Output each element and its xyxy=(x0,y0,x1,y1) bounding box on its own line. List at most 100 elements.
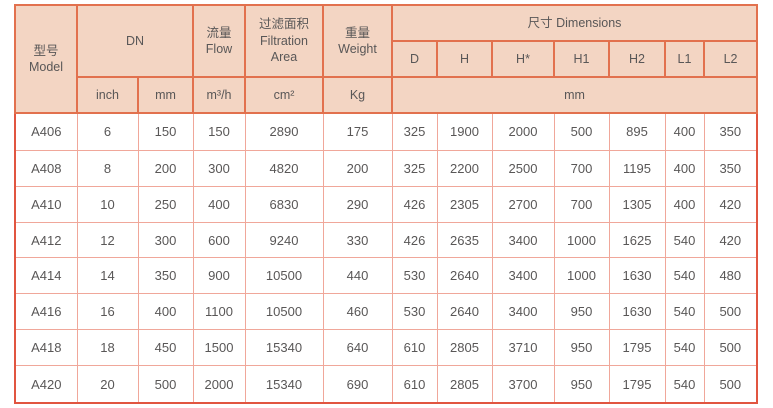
cell-dim-l2: 350 xyxy=(703,149,759,187)
cell-dim-d: 426 xyxy=(391,221,438,259)
cell-dim-d: 530 xyxy=(391,293,438,331)
cell-dim-h-star: 3710 xyxy=(491,329,555,367)
cell-filtration-area: 6830 xyxy=(244,185,324,223)
col-header-dn: DN xyxy=(76,4,194,78)
cell-dim-h1: 1000 xyxy=(553,257,610,295)
col-header-weight-zh: 重量 xyxy=(344,25,370,40)
col-header-flow-en: Flow xyxy=(205,42,233,56)
cell-dim-l2: 480 xyxy=(703,257,759,295)
cell-dim-l1: 400 xyxy=(664,185,705,223)
cell-dn-mm: 150 xyxy=(137,111,194,151)
cell-dn-inch: 10 xyxy=(76,185,139,223)
cell-model: A420 xyxy=(14,365,78,405)
cell-dim-l1: 540 xyxy=(664,293,705,331)
cell-dim-h-star: 3400 xyxy=(491,257,555,295)
cell-dim-d: 610 xyxy=(391,365,438,405)
col-header-model-zh: 型号 xyxy=(33,43,59,58)
table-row: A420 20 500 2000 15340 690 610 2805 3700 950 1795 5… xyxy=(14,365,759,405)
cell-dim-h: 1900 xyxy=(436,111,493,151)
cell-dim-h2: 1795 xyxy=(608,365,666,405)
cell-dim-h2: 1305 xyxy=(608,185,666,223)
cell-dim-h-star: 3700 xyxy=(491,365,555,405)
col-header-dimensions: 尺寸 Dimensions xyxy=(390,4,759,42)
col-header-dim-h: H xyxy=(436,40,493,78)
cell-dim-h-star: 3400 xyxy=(491,221,555,259)
col-header-model: 型号 Model xyxy=(14,4,78,114)
cell-dim-h1: 700 xyxy=(553,185,610,223)
cell-dim-h1: 1000 xyxy=(553,221,610,259)
cell-dim-d: 426 xyxy=(391,185,438,223)
cell-dim-l2: 500 xyxy=(703,293,759,331)
cell-dim-l2: 500 xyxy=(703,329,759,367)
cell-dim-h-star: 3400 xyxy=(491,293,555,331)
cell-dn-inch: 16 xyxy=(76,293,139,331)
cell-dim-l2: 350 xyxy=(703,111,759,151)
table-row: A418 18 450 1500 15340 640 610 2805 3710 950 1795 5… xyxy=(14,329,759,367)
cell-dim-l1: 400 xyxy=(664,149,705,187)
col-header-dim-h2: H2 xyxy=(608,40,666,78)
cell-flow: 2000 xyxy=(192,365,246,405)
cell-dn-inch: 14 xyxy=(76,257,139,295)
spec-table: 型号 Model DN 流量 Flow 过滤面积 Filtration Area… xyxy=(14,4,759,405)
cell-dn-mm: 500 xyxy=(137,365,194,405)
cell-dim-l2: 420 xyxy=(703,185,759,223)
unit-area: cm² xyxy=(244,76,324,114)
cell-dim-h2: 1195 xyxy=(608,149,666,187)
cell-model: A412 xyxy=(14,221,78,259)
spec-table-header: 型号 Model DN 流量 Flow 过滤面积 Filtration Area… xyxy=(14,4,759,114)
cell-dim-h1: 700 xyxy=(553,149,610,187)
cell-dn-mm: 250 xyxy=(137,185,194,223)
cell-dim-h2: 1795 xyxy=(608,329,666,367)
cell-filtration-area: 15340 xyxy=(244,329,324,367)
cell-dim-h-star: 2500 xyxy=(491,149,555,187)
cell-flow: 1100 xyxy=(192,293,246,331)
cell-model: A418 xyxy=(14,329,78,367)
col-header-weight-en: Weight xyxy=(338,42,377,56)
col-header-dim-l1: L1 xyxy=(664,40,705,78)
cell-dim-h2: 895 xyxy=(608,111,666,151)
col-header-flow: 流量 Flow xyxy=(192,4,246,78)
spec-table-container: 型号 Model DN 流量 Flow 过滤面积 Filtration Area… xyxy=(14,4,759,405)
cell-dim-h1: 500 xyxy=(553,111,610,151)
cell-dim-d: 610 xyxy=(391,329,438,367)
cell-dim-d: 325 xyxy=(391,149,438,187)
cell-dim-h: 2200 xyxy=(436,149,493,187)
cell-dim-h: 2640 xyxy=(436,293,493,331)
header-row-groups: 型号 Model DN 流量 Flow 过滤面积 Filtration Area… xyxy=(14,4,759,114)
cell-filtration-area: 2890 xyxy=(244,111,324,151)
cell-flow: 600 xyxy=(192,221,246,259)
unit-mm: mm xyxy=(137,76,194,114)
cell-flow: 400 xyxy=(192,185,246,223)
cell-dn-mm: 400 xyxy=(137,293,194,331)
table-row: A406 6 150 150 2890 175 325 1900 2000 500 895 400 35… xyxy=(14,111,759,151)
col-header-dim-h-star: H* xyxy=(491,40,555,78)
cell-filtration-area: 10500 xyxy=(244,293,324,331)
cell-flow: 900 xyxy=(192,257,246,295)
table-row: A408 8 200 300 4820 200 325 2200 2500 700 1195 400 3… xyxy=(14,149,759,187)
cell-dim-l1: 400 xyxy=(664,111,705,151)
cell-dim-d: 325 xyxy=(391,111,438,151)
cell-dn-inch: 20 xyxy=(76,365,139,405)
cell-dim-h-star: 2700 xyxy=(491,185,555,223)
col-header-dim-l2: L2 xyxy=(702,40,759,78)
cell-flow: 1500 xyxy=(192,329,246,367)
table-row: A412 12 300 600 9240 330 426 2635 3400 1000 1625 54… xyxy=(14,221,759,259)
col-header-filtration-en-1: Filtration xyxy=(260,33,308,48)
col-header-dim-h1: H1 xyxy=(553,40,610,78)
cell-dim-l1: 540 xyxy=(664,257,705,295)
cell-weight: 460 xyxy=(322,293,393,331)
cell-flow: 150 xyxy=(192,111,246,151)
col-header-filtration-en-2: Area xyxy=(270,50,298,65)
cell-model: A414 xyxy=(14,257,78,295)
cell-dim-h: 2805 xyxy=(436,365,493,405)
cell-dn-mm: 450 xyxy=(137,329,194,367)
spec-table-body: A406 6 150 150 2890 175 325 1900 2000 500 895 400 35… xyxy=(14,111,759,405)
unit-weight: Kg xyxy=(322,76,393,114)
cell-flow: 300 xyxy=(192,149,246,187)
cell-filtration-area: 9240 xyxy=(244,221,324,259)
cell-dim-h: 2635 xyxy=(436,221,493,259)
cell-dim-h-star: 2000 xyxy=(491,111,555,151)
cell-dim-h: 2305 xyxy=(436,185,493,223)
unit-flow: m³/h xyxy=(192,76,246,114)
cell-filtration-area: 15340 xyxy=(244,365,324,405)
